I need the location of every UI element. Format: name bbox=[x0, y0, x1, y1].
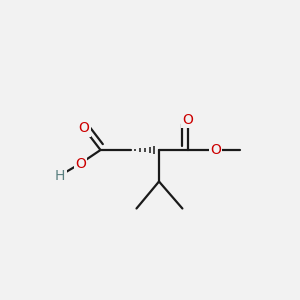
Text: O: O bbox=[75, 157, 86, 170]
Text: O: O bbox=[210, 143, 221, 157]
Text: O: O bbox=[79, 122, 89, 135]
Text: O: O bbox=[182, 113, 193, 127]
Text: H: H bbox=[55, 169, 65, 182]
